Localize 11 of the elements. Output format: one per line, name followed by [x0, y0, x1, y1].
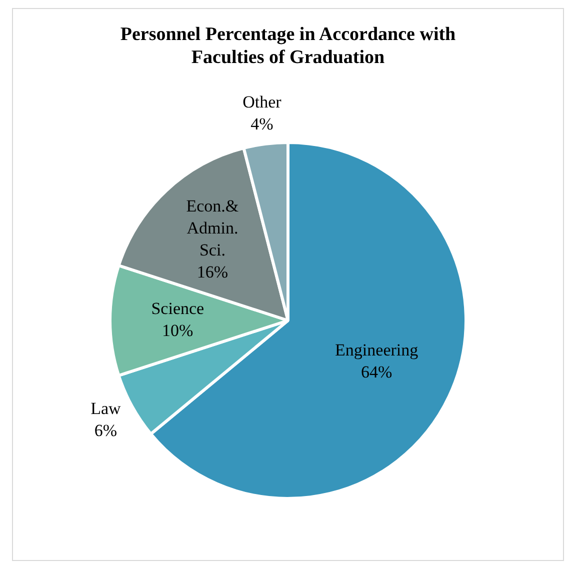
data-label: 64% — [360, 362, 392, 382]
data-label: 16% — [196, 262, 228, 282]
slice-label: Law — [90, 399, 122, 418]
slice-label: Engineering — [335, 340, 419, 360]
slice-label: Other — [242, 92, 282, 112]
slice-label: Science — [151, 298, 204, 318]
data-label: 6% — [94, 421, 118, 440]
data-label: 4% — [250, 114, 274, 134]
chart-title: Personnel Percentage in Accordance with Faculties of Graduation — [119, 23, 457, 69]
data-label: 10% — [162, 320, 194, 340]
slice-label: Econ.& Admin. Sci. — [186, 196, 239, 260]
